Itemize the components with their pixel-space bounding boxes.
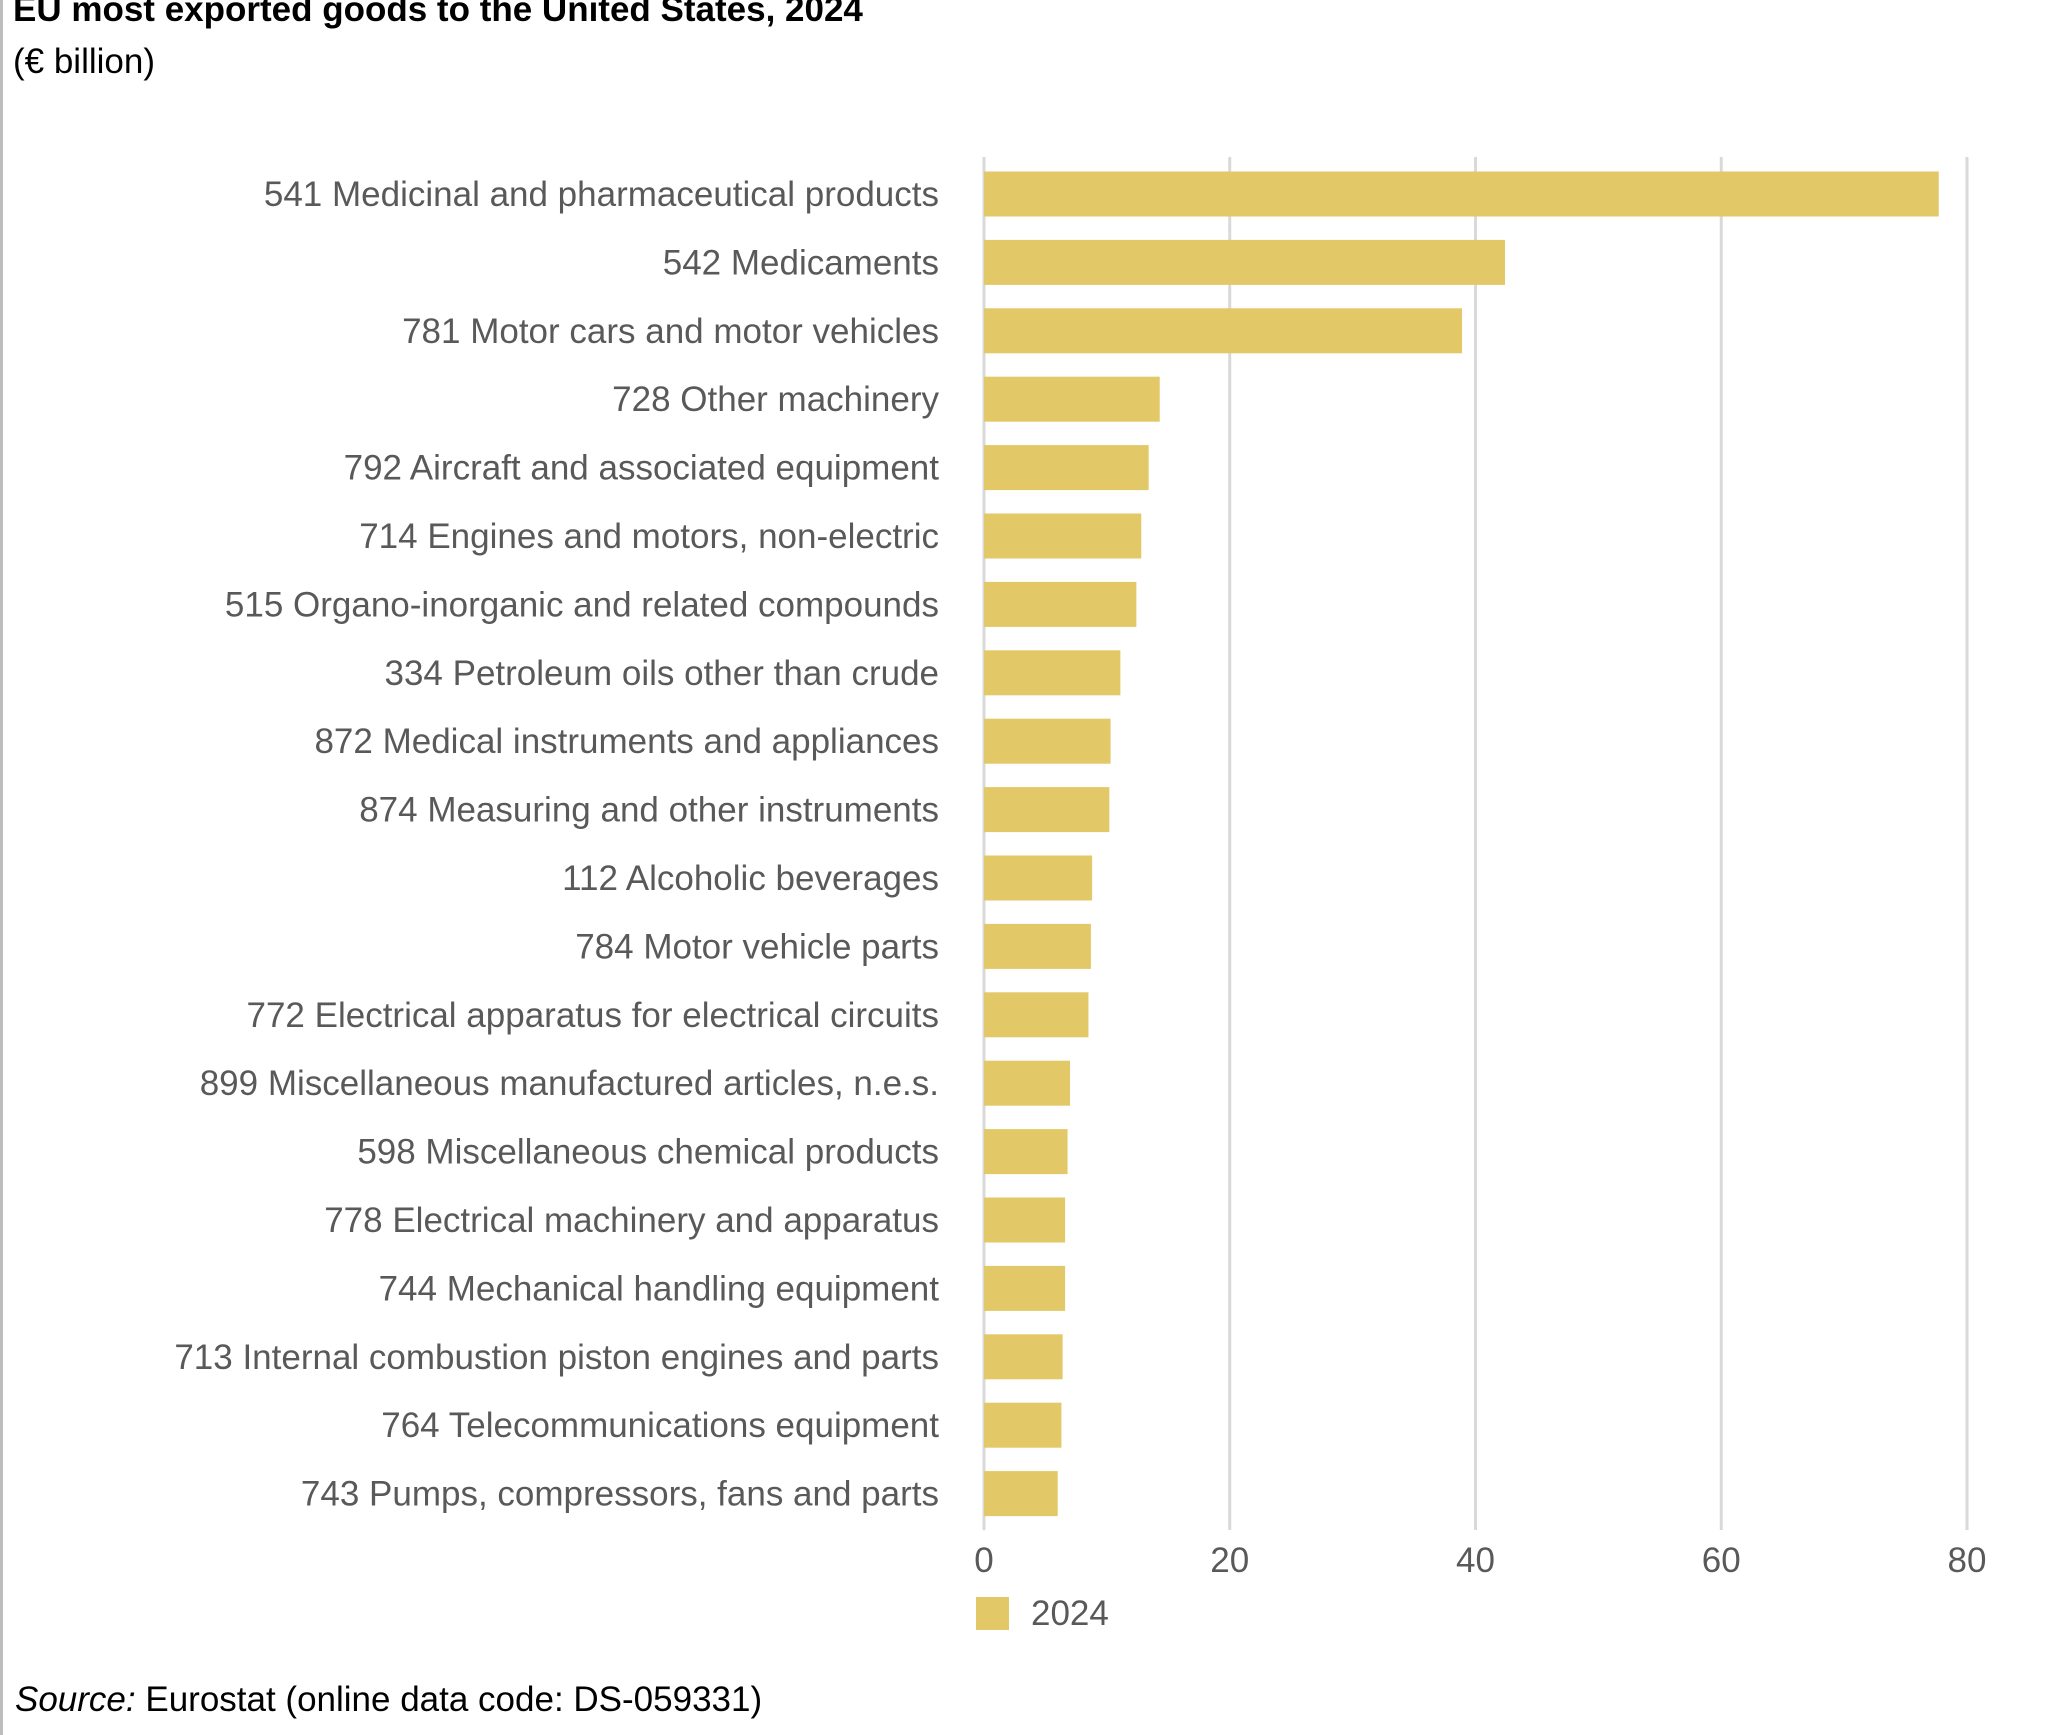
category-label: 764 Telecommunications equipment [381,1406,939,1445]
bar [984,376,1160,422]
bar [984,308,1462,354]
bars [984,171,1939,1517]
category-label: 542 Medicaments [663,243,939,282]
category-label: 899 Miscellaneous manufactured articles,… [200,1064,939,1103]
x-tick-label: 80 [1948,1541,1987,1580]
category-label: 781 Motor cars and motor vehicles [402,312,939,351]
x-tick-label: 0 [974,1541,993,1580]
bar [984,650,1121,696]
category-label: 728 Other machinery [612,380,939,419]
category-labels: 541 Medicinal and pharmaceutical product… [174,175,939,1514]
chart-subtitle: (€ billion) [13,42,155,81]
category-label: 743 Pumps, compressors, fans and parts [301,1475,939,1514]
legend-label: 2024 [1031,1594,1109,1633]
x-tick-label: 20 [1210,1541,1249,1580]
bar [984,1265,1066,1311]
category-label: 744 Mechanical handling equipment [379,1269,940,1308]
category-label: 598 Miscellaneous chemical products [357,1133,939,1172]
category-label: 541 Medicinal and pharmaceutical product… [264,175,939,214]
category-label: 874 Measuring and other instruments [359,791,939,830]
bar [984,787,1110,833]
bar [984,923,1091,969]
bar [984,239,1505,285]
bar [984,1197,1066,1243]
category-label: 872 Medical instruments and appliances [314,722,939,761]
bar [984,855,1093,901]
category-label: 112 Alcoholic beverages [562,859,939,898]
category-label: 334 Petroleum oils other than crude [385,654,940,693]
category-label: 714 Engines and motors, non-electric [359,517,939,556]
source-note: Source: Eurostat (online data code: DS-0… [15,1680,762,1720]
bar [984,171,1939,217]
category-label: 772 Electrical apparatus for electrical … [246,996,939,1035]
legend-swatch [976,1597,1009,1630]
bar [984,1060,1071,1106]
legend: 2024 [976,1594,1109,1633]
chart-title: EU most exported goods to the United Sta… [13,0,863,29]
source-prefix: Source: [15,1680,136,1719]
x-axis-ticks: 0 20 40 60 80 [974,1541,1986,1580]
bar [984,1334,1063,1380]
x-tick-label: 40 [1456,1541,1495,1580]
category-label: 778 Electrical machinery and apparatus [324,1201,939,1240]
bar [984,445,1149,491]
bar [984,718,1111,764]
bar-chart: 541 Medicinal and pharmaceutical product… [174,157,1986,1633]
bar [984,581,1137,627]
bar [984,1471,1058,1517]
grid-lines [982,157,1969,1530]
category-label: 784 Motor vehicle parts [575,927,939,966]
source-text: Eurostat (online data code: DS-059331) [135,1680,763,1719]
x-tick-label: 60 [1702,1541,1741,1580]
category-label: 515 Organo-inorganic and related compoun… [225,585,939,624]
bar [984,1129,1068,1175]
bar [984,513,1142,559]
category-label: 792 Aircraft and associated equipment [344,449,940,488]
bar [984,1402,1062,1448]
bar [984,992,1089,1038]
category-label: 713 Internal combustion piston engines a… [174,1338,939,1377]
